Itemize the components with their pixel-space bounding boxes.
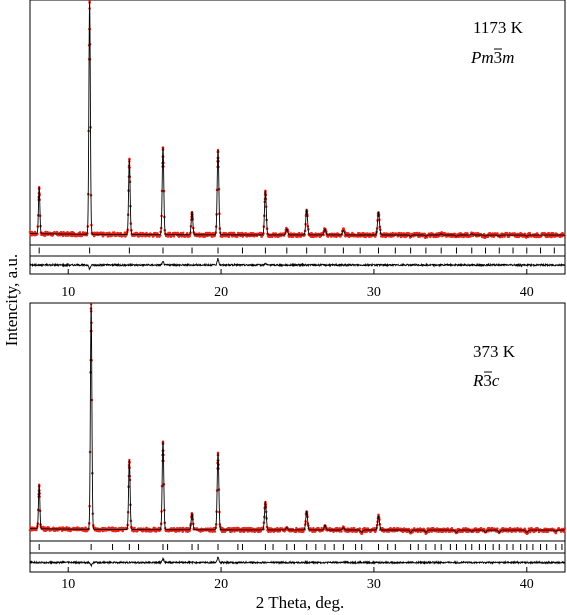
observed-point [373, 527, 376, 530]
observed-point [399, 235, 403, 239]
observed-point [466, 232, 469, 235]
x-tick-label: 20 [214, 285, 228, 300]
reflection-marks [38, 544, 563, 550]
difference-series [29, 556, 566, 568]
observed-point [294, 530, 298, 533]
observed-point [233, 530, 236, 533]
observed-point [495, 527, 499, 530]
observed-point [486, 235, 490, 238]
observed-point [154, 527, 157, 530]
difference-series [29, 258, 566, 271]
observed-point [358, 527, 362, 530]
observed-point [364, 235, 367, 239]
observed-point [55, 230, 59, 234]
observed-point [401, 530, 405, 534]
observed-point [434, 530, 438, 533]
x-tick-label: 10 [61, 285, 75, 300]
calculated-series [30, 304, 565, 533]
observed-point [546, 235, 550, 239]
x-axis-label: 2 Theta, deg. [256, 593, 344, 612]
observed-point [172, 234, 176, 238]
observed-point [259, 529, 262, 533]
observed-point [139, 231, 142, 235]
observed-point [450, 526, 454, 530]
observed-point [259, 231, 263, 235]
panel-1173k: 10 20 30 40 1173 K Pm3m [28, 0, 566, 300]
observed-series [28, 303, 566, 536]
observed-point [508, 526, 512, 530]
observed-point [270, 235, 274, 239]
x-tick-label: 40 [520, 577, 534, 592]
observed-point [302, 530, 305, 533]
plot-frame [29, 0, 566, 275]
observed-point [136, 529, 139, 533]
observed-point [403, 232, 406, 235]
observed-point [186, 527, 190, 530]
plot-frame [29, 302, 566, 573]
x-tick-label: 30 [367, 577, 381, 592]
observed-point [291, 235, 295, 238]
observed-point [563, 527, 566, 530]
x-tick-label: 20 [214, 577, 228, 592]
observed-point [46, 230, 49, 234]
observed-point [529, 530, 532, 534]
y-axis-label: Intencity, a.u. [2, 254, 21, 346]
observed-point [340, 530, 343, 533]
space-group-label: R3c [472, 371, 500, 390]
observed-point [392, 526, 396, 530]
observed-point [523, 527, 527, 531]
observed-point [156, 232, 159, 235]
reflection-marks [38, 247, 555, 254]
observed-point [185, 231, 189, 235]
observed-point [227, 235, 231, 238]
observed-point [133, 526, 136, 530]
temperature-label: 1173 K [473, 18, 524, 37]
observed-point [66, 234, 70, 237]
x-tick-label: 30 [367, 285, 381, 300]
x-tick-label: 10 [61, 577, 75, 592]
observed-point [368, 232, 372, 236]
observed-point [503, 235, 506, 238]
calculated-series [30, 1, 565, 237]
observed-point [213, 530, 217, 533]
observed-point [181, 530, 184, 533]
observed-point [519, 527, 522, 530]
space-group-label: Pm3m [470, 48, 514, 67]
observed-point [352, 527, 356, 530]
observed-point [206, 231, 210, 235]
temperature-label: 373 K [473, 342, 516, 361]
x-tick-label: 40 [520, 285, 534, 300]
observed-point [181, 231, 185, 235]
panel-373k: 10 20 30 40 373 K R3c [28, 302, 566, 592]
observed-point [35, 528, 38, 532]
